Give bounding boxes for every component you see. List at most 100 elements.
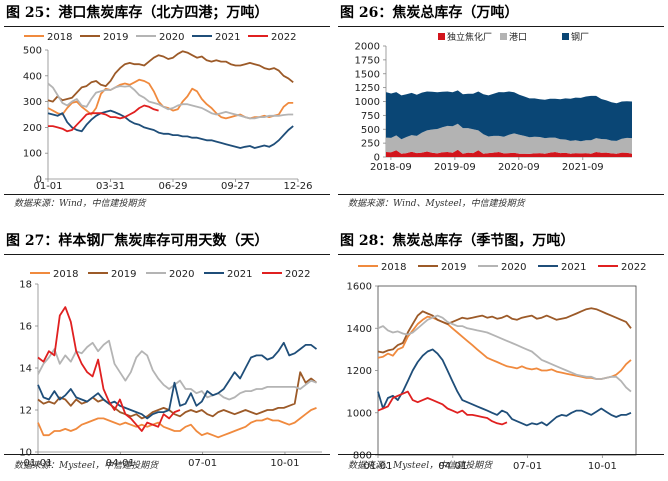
area-series-独立焦化厂 <box>386 149 632 157</box>
title-rule <box>4 26 330 27</box>
line-series-2019 <box>377 307 632 354</box>
legend-label: 2022 <box>285 269 310 280</box>
y-tick-label: 1500 <box>355 69 380 80</box>
y-tick-label: 100 <box>23 149 42 160</box>
y-tick-label: 750 <box>361 111 380 122</box>
y-tick-label: 300 <box>23 97 42 108</box>
line-series-2018 <box>377 315 632 380</box>
y-tick-label: 0 <box>374 153 380 164</box>
y-tick-label: 10 <box>19 448 32 459</box>
legend-label: 2018 <box>47 32 72 43</box>
legend-label: 2022 <box>621 262 646 273</box>
x-tick-label: 2021-09 <box>562 162 604 173</box>
title-rule <box>338 26 664 27</box>
line-series-2019 <box>47 50 294 103</box>
chart-fig25: 0 100 200 300 400 500 01-01 03-31 06-29 09-27 12-2… <box>23 32 313 192</box>
legend-label: 2022 <box>271 32 296 43</box>
panel-fig28: 图 28：焦炭总库存（季节图，万吨） 800 1000 1200 1400 1600 01… <box>334 228 668 481</box>
legend-label: 2020 <box>501 262 526 273</box>
x-tick-label: 01-01 <box>23 458 52 469</box>
x-tick-label: 04-01 <box>438 461 467 472</box>
x-tick-label: 2020-09 <box>498 162 540 173</box>
chart-fig27: 10 12 14 16 18 01-01 04-01 07-01 10-01 2018 2019 20… <box>19 269 322 469</box>
x-tick-label: 2019-09 <box>434 162 476 173</box>
chart-title: 图 25：港口焦炭库存（北方四港；万吨） <box>6 5 269 21</box>
line-series-2018 <box>47 78 294 120</box>
y-tick-label: 500 <box>361 125 380 136</box>
y-tick-label: 1400 <box>347 324 372 335</box>
chart-title: 图 26：焦炭总库存（万吨） <box>340 5 519 21</box>
line-series-2022 <box>48 104 159 133</box>
legend-swatch <box>500 33 507 40</box>
y-tick-label: 0 <box>36 175 42 186</box>
legend-label: 2021 <box>215 32 240 43</box>
y-tick-label: 2000 <box>355 42 380 53</box>
y-tick-label: 18 <box>19 280 32 291</box>
x-tick-label: 10-01 <box>588 461 617 472</box>
x-tick-label: 2018-09 <box>370 162 412 173</box>
legend-label: 钢厂 <box>571 31 589 43</box>
chart-title: 图 28：焦炭总库存（季节图，万吨） <box>340 233 575 249</box>
line-series-2021 <box>37 341 318 420</box>
source-rule <box>4 454 330 455</box>
line-series-2020 <box>47 82 294 120</box>
legend-swatch <box>438 33 445 40</box>
line-series-2022 <box>377 390 508 426</box>
legend-swatch <box>562 33 569 40</box>
source-rule <box>338 454 664 455</box>
y-tick-label: 500 <box>23 46 42 57</box>
legend-label: 2019 <box>103 32 128 43</box>
x-tick-label: 01-01 <box>33 181 62 192</box>
legend-label: 2020 <box>169 269 194 280</box>
chart-title: 图 27：样本钢厂焦炭库存可用天数（天） <box>6 233 269 249</box>
source-note: 数据来源：Wind，中信建投期货 <box>14 199 146 209</box>
x-tick-label: 12-26 <box>283 181 312 192</box>
source-rule <box>4 194 330 195</box>
y-tick-label: 1200 <box>347 366 372 377</box>
line-series-2022 <box>37 306 181 432</box>
line-series-2021 <box>47 109 294 149</box>
y-tick-label: 12 <box>19 406 32 417</box>
y-tick-label: 1600 <box>347 282 372 293</box>
x-tick-label: 09-27 <box>221 181 250 192</box>
source-note: 数据来源：Wind、Mysteel，中信建投期货 <box>348 199 525 209</box>
line-series-2020 <box>377 314 632 393</box>
y-tick-label: 250 <box>361 139 380 150</box>
chart-fig28: 800 1000 1200 1400 1600 01-01 04-01 07-01 10-01 2… <box>347 262 647 472</box>
legend-label: 独立焦化厂 <box>447 31 492 43</box>
y-tick-label: 1000 <box>355 97 380 108</box>
area-series-港口 <box>386 123 632 154</box>
panel-fig26: 图 26：焦炭总库存（万吨） 0 250 500 750 1000 1250 1500 175… <box>334 0 668 240</box>
source-note: 数据来源：Mysteel，中信建投期货 <box>14 461 159 471</box>
line-series-2020 <box>37 339 317 401</box>
legend-label: 2019 <box>441 262 466 273</box>
title-rule <box>338 254 664 255</box>
y-tick-label: 400 <box>23 71 42 82</box>
legend-label: 2021 <box>227 269 252 280</box>
y-tick-label: 16 <box>19 322 32 333</box>
chart-fig26: 0 250 500 750 1000 1250 1500 1750 2000 2018-09 201… <box>355 31 632 173</box>
x-tick-label: 10-01 <box>270 458 299 469</box>
x-tick-label: 01-01 <box>363 461 392 472</box>
source-rule <box>338 194 664 195</box>
legend-label: 2021 <box>561 262 586 273</box>
line-series-2019 <box>37 371 318 420</box>
legend-label: 2019 <box>111 269 136 280</box>
y-tick-label: 1000 <box>347 408 372 419</box>
area-series-钢厂 <box>386 90 632 142</box>
panel-fig25: 图 25：港口焦炭库存（北方四港；万吨） 0 100 200 300 400 500 01-… <box>0 0 334 240</box>
y-tick-label: 14 <box>19 364 32 375</box>
source-note: 数据来源：Mysteel，中信建投期货 <box>348 461 493 471</box>
x-tick-label: 04-01 <box>106 458 135 469</box>
legend-label: 2018 <box>53 269 78 280</box>
legend-label: 港口 <box>509 31 527 43</box>
legend-label: 2018 <box>381 262 406 273</box>
y-tick-label: 800 <box>353 451 372 462</box>
x-tick-label: 07-01 <box>188 458 217 469</box>
panel-fig27: 图 27：样本钢厂焦炭库存可用天数（天） 10 12 14 16 18 01-01 04-0… <box>0 228 334 481</box>
y-tick-label: 1750 <box>355 55 380 66</box>
x-tick-label: 06-29 <box>158 181 187 192</box>
line-series-2018 <box>37 407 317 439</box>
legend-label: 2020 <box>159 32 184 43</box>
y-tick-label: 1250 <box>355 83 380 94</box>
